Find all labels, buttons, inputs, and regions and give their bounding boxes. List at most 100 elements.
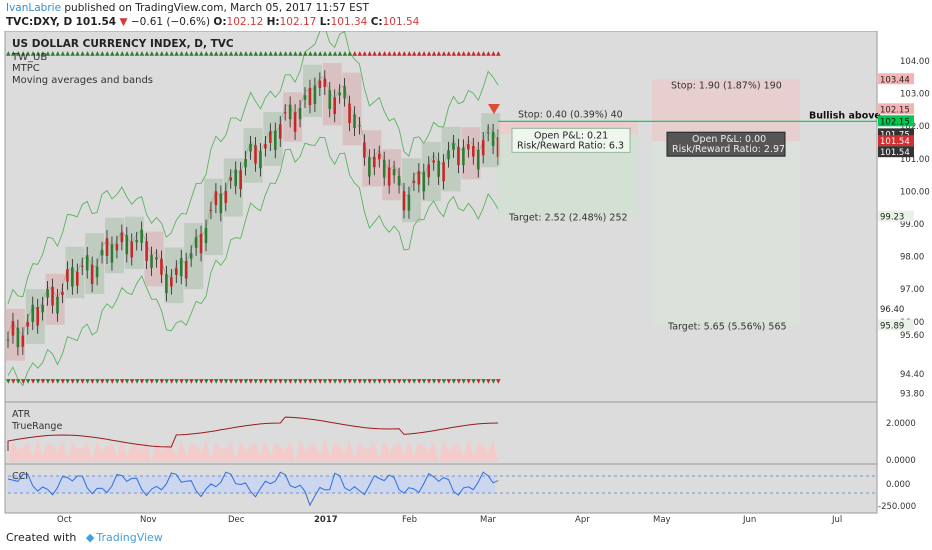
signal-dot: ▲	[85, 50, 90, 57]
signal-dot: ▲	[169, 50, 174, 57]
signal-dot: ▼	[150, 378, 155, 385]
legend-item: TW_UB	[11, 52, 47, 63]
tradingview-logo-icon[interactable]: ◆	[85, 531, 95, 544]
trend-box	[124, 216, 144, 269]
price-level-value: 96.40	[880, 305, 904, 315]
signal-dot: ▲	[145, 50, 150, 57]
signal-dot: ▼	[100, 378, 105, 385]
signal-dot: ▼	[219, 378, 224, 385]
price-level-badge	[878, 128, 914, 140]
candle-body	[234, 169, 237, 187]
pnl-box-1	[511, 127, 631, 153]
signal-dot: ▼	[437, 378, 442, 385]
signal-dot: ▲	[65, 50, 70, 57]
trend-box	[223, 158, 243, 217]
signal-dot: ▲	[80, 50, 85, 57]
price-change: −0.61 (−0.6%)	[130, 16, 211, 28]
signal-dot: ▼	[11, 378, 16, 385]
trend-box	[144, 231, 164, 287]
chart-layer: ▲ ▼ ▲ ▼ ▲ ▼ ▲ ▼ ▲ ▼ ▲ ▼ ▲ ▼ ▲ ▼ ▲ ▼ ▲ ▼ ▲ ▼ ▲ ▼ ▲ ▼ ▲ ▼ ▲ ▼ ▲ ▼ ▲ ▼ ▲ ▼ ▲ ▼ ▲ ▼…	[6, 31, 930, 525]
signal-dot: ▼	[85, 378, 90, 385]
signal-dot: ▼	[41, 378, 46, 385]
signal-dot: ▲	[283, 50, 288, 57]
signal-dot: ▼	[377, 378, 382, 385]
signal-dot: ▲	[417, 50, 422, 57]
open-label: O:	[213, 16, 227, 28]
legend-title: US DOLLAR CURRENCY INDEX, D, TVC	[12, 38, 234, 50]
signal-dot: ▲	[189, 50, 194, 57]
candle-body	[239, 170, 242, 190]
price-tick: 99.00	[900, 220, 924, 230]
signal-dot: ▼	[392, 378, 397, 385]
signal-dot: ▼	[204, 378, 209, 385]
candle-body	[377, 153, 381, 160]
candle-body	[264, 144, 267, 149]
signal-dot: ▼	[130, 378, 135, 385]
candle-body	[402, 191, 406, 211]
publish-line: IvanLabrie published on TradingView.com,…	[6, 2, 369, 14]
upper-band	[7, 31, 499, 305]
signal-dot: ▼	[75, 378, 80, 385]
candle-body	[392, 169, 396, 176]
cci-line	[7, 471, 499, 507]
legend-item: Moving averages and bands	[12, 75, 153, 86]
signal-dot: ▼	[249, 378, 254, 385]
signal-dot: ▲	[377, 50, 382, 57]
candle-body	[224, 190, 228, 204]
signal-dot: ▲	[60, 50, 65, 57]
candle-body	[46, 289, 49, 298]
signal-dot: ▼	[159, 378, 164, 385]
signal-dot: ▼	[51, 378, 56, 385]
cci-tick: -250.000	[878, 502, 916, 512]
candle-body	[229, 177, 233, 181]
candle-body	[283, 112, 287, 114]
signal-dot: ▼	[105, 378, 110, 385]
candle-body	[155, 257, 158, 260]
price-tick: 98.00	[900, 253, 924, 263]
cci-tick: 0.000	[886, 480, 910, 490]
signal-dot: ▼	[263, 378, 268, 385]
low-value: 101.34	[330, 16, 368, 28]
candle-body	[254, 145, 257, 164]
signal-dot: ▼	[328, 378, 333, 385]
signal-dot: ▲	[224, 50, 229, 57]
symbol-label: TVC:DXY, D	[6, 16, 73, 28]
trend-box	[461, 127, 481, 180]
signal-dot: ▼	[209, 378, 214, 385]
price-tick: 102.00	[900, 122, 930, 132]
signal-dot: ▲	[447, 50, 452, 57]
price-level-badge	[878, 103, 914, 115]
signal-dot: ▲	[382, 50, 387, 57]
ohlc-line: TVC:DXY, D 101.54 ▼ −0.61 (−0.6%) O:102.…	[6, 16, 419, 28]
signal-dot: ▼	[486, 378, 491, 385]
candle-body	[179, 258, 183, 277]
trend-box	[441, 126, 461, 192]
candle-body	[90, 264, 94, 285]
signal-dot: ▼	[303, 378, 308, 385]
candle-body	[467, 144, 470, 150]
signal-dot: ▲	[357, 50, 362, 57]
candle-body	[382, 159, 386, 178]
signal-dot: ▼	[367, 378, 372, 385]
author-link[interactable]: IvanLabrie	[6, 2, 62, 14]
candle-body	[288, 104, 292, 120]
candle-body	[145, 241, 148, 261]
atr-tick: 0.0000	[886, 456, 916, 466]
trend-box	[6, 308, 25, 361]
down-arrow-icon: ▼	[119, 16, 128, 28]
candle-body	[61, 291, 64, 296]
signal-dot: ▲	[6, 50, 11, 57]
tradingview-brand[interactable]: TradingView	[96, 531, 163, 544]
signal-dot: ▼	[56, 378, 61, 385]
signal-dot: ▲	[244, 50, 249, 57]
signal-dot: ▲	[407, 50, 412, 57]
candle-body	[150, 254, 153, 268]
signal-dot: ▼	[184, 378, 189, 385]
price-tick: 103.00	[900, 90, 930, 100]
close-label: C:	[370, 16, 383, 28]
signal-dot: ▲	[11, 50, 16, 57]
signal-dot: ▼	[115, 378, 120, 385]
trend-box	[243, 128, 263, 183]
price-chart[interactable]: ▲ ▼ ▲ ▼ ▲ ▼ ▲ ▼ ▲ ▼ ▲ ▼ ▲ ▼ ▲ ▼ ▲ ▼ ▲ ▼ ▲ ▼ ▲ ▼ ▲ ▼ ▲ ▼ ▲ ▼ ▲ ▼ ▲ ▼ ▲ ▼ ▲ ▼ ▲ ▼…	[0, 31, 932, 526]
signal-dot: ▼	[140, 378, 145, 385]
